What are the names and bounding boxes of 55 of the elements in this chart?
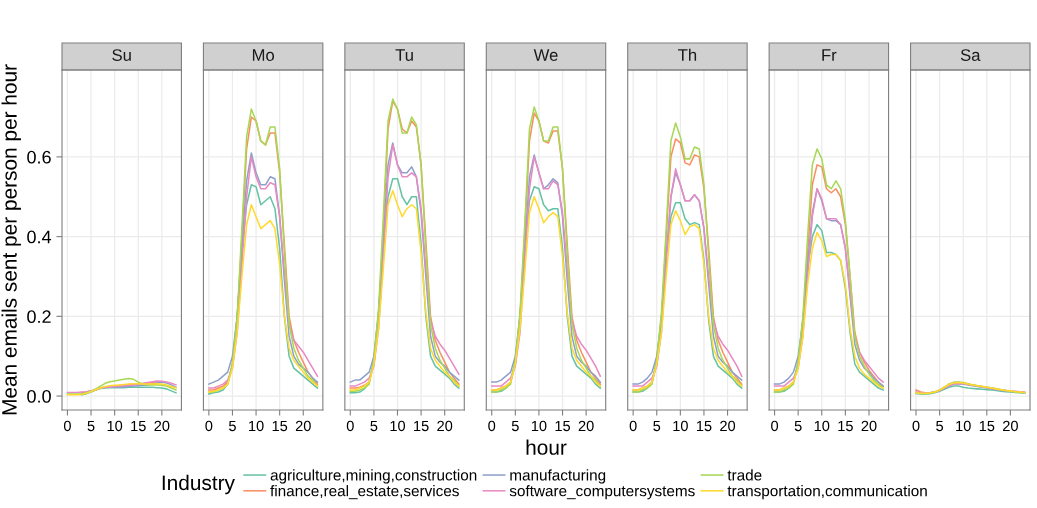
legend-title: Industry <box>162 474 235 495</box>
x-tick-label: 0 <box>488 420 496 432</box>
chart-title: Tu <box>395 49 413 61</box>
legend-label: manufacturing <box>510 469 606 484</box>
x-tick-label: 15 <box>555 420 571 432</box>
x-tick-label: 15 <box>131 420 146 432</box>
y-tick-label: 0.2 <box>27 310 51 324</box>
x-tick-label: 15 <box>838 420 853 432</box>
chart-title: Th <box>678 48 697 61</box>
x-tick-label: 10 <box>107 420 123 432</box>
legend-label: finance,real_estate,services <box>270 485 459 500</box>
chart-title: Mo <box>252 49 275 61</box>
x-tick-label: 20 <box>295 420 311 432</box>
x-tick-label: 0 <box>771 420 779 432</box>
x-tick-label: 15 <box>696 420 712 432</box>
x-tick-label: 5 <box>511 420 519 432</box>
chart-title: Sa <box>960 49 981 61</box>
x-tick-label: 10 <box>956 420 971 432</box>
x-tick-label: 15 <box>979 420 995 432</box>
x-tick-label: 5 <box>228 420 236 432</box>
x-tick-label: 15 <box>272 420 288 432</box>
x-tick-label: 5 <box>87 420 95 432</box>
x-tick-label: 5 <box>370 420 378 432</box>
x-tick-label: 20 <box>154 420 170 432</box>
x-axis-title: hour <box>526 439 567 455</box>
x-tick-label: 20 <box>578 420 594 432</box>
chart-title: Fr <box>822 49 837 61</box>
x-tick-label: 10 <box>814 420 830 432</box>
x-tick-label: 0 <box>63 420 71 432</box>
x-tick-label: 20 <box>1003 420 1018 432</box>
legend-label: transportation,communication <box>727 485 927 500</box>
y-tick-label: 0.6 <box>27 150 51 164</box>
x-tick-label: 5 <box>794 420 802 432</box>
y-axis-title: Mean emails sent per person per hour <box>1 64 21 415</box>
x-tick-label: 0 <box>205 420 213 432</box>
x-tick-label: 10 <box>673 420 688 432</box>
y-tick-label: 0.4 <box>27 230 52 244</box>
x-tick-label: 0 <box>346 420 354 432</box>
x-tick-label: 10 <box>531 420 547 432</box>
x-tick-label: 20 <box>861 420 877 432</box>
chart-title: We <box>533 49 558 61</box>
legend-label: agriculture,mining,construction <box>270 469 477 484</box>
x-tick-label: 20 <box>720 420 736 432</box>
chart-title: Su <box>112 49 131 61</box>
x-tick-label: 0 <box>629 420 637 432</box>
x-tick-label: 5 <box>936 420 944 432</box>
x-tick-label: 15 <box>414 420 429 432</box>
legend-label: trade <box>727 469 762 481</box>
x-tick-label: 10 <box>390 420 406 432</box>
x-tick-label: 20 <box>437 420 453 432</box>
x-tick-label: 10 <box>249 420 264 432</box>
legend-label: software_computersystems <box>509 485 695 500</box>
x-tick-label: 0 <box>912 420 920 432</box>
y-tick-label: 0.0 <box>27 389 51 403</box>
x-tick-label: 5 <box>653 420 661 432</box>
